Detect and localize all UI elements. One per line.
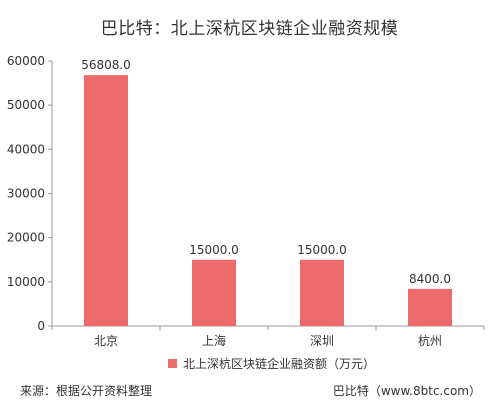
bar — [84, 75, 128, 327]
legend-label: 北上深杭区块链企业融资额（万元） — [183, 357, 376, 371]
bar — [192, 259, 236, 326]
brand-note: 巴比特（www.8btc.com） — [332, 384, 481, 398]
data-labels: 56808.0 15000.0 15000.0 8400.0 — [81, 58, 451, 286]
x-tick-label: 上海 — [202, 333, 226, 348]
source-note: 来源：根据公开资料整理 — [20, 384, 153, 398]
legend: 北上深杭区块链企业融资额（万元） — [168, 355, 375, 372]
y-tick-label: 60000 — [7, 54, 45, 68]
data-label: 8400.0 — [409, 272, 451, 286]
y-tick-label: 20000 — [7, 231, 45, 245]
y-tick-label: 0 — [37, 319, 45, 333]
data-label: 15000.0 — [297, 243, 347, 257]
y-tick-label: 30000 — [7, 187, 45, 201]
y-tick-label: 50000 — [7, 98, 45, 112]
bar — [300, 259, 344, 326]
x-tick-label: 杭州 — [418, 333, 442, 348]
y-tick-label: 10000 — [7, 275, 45, 289]
x-tick-label: 北京 — [94, 334, 118, 348]
bars — [84, 75, 452, 327]
x-axis: 北京 上海 深圳 杭州 — [51, 325, 485, 348]
y-axis: 0 10000 20000 30000 40000 50000 60000 — [7, 54, 53, 333]
data-label: 56808.0 — [81, 58, 131, 72]
bar — [408, 288, 452, 326]
x-tick-label: 深圳 — [310, 334, 334, 348]
data-label: 15000.0 — [189, 243, 239, 257]
chart-title: 巴比特：北上深杭区块链企业融资规模 — [100, 19, 399, 39]
legend-swatch — [168, 359, 177, 368]
y-tick-label: 40000 — [7, 142, 45, 156]
